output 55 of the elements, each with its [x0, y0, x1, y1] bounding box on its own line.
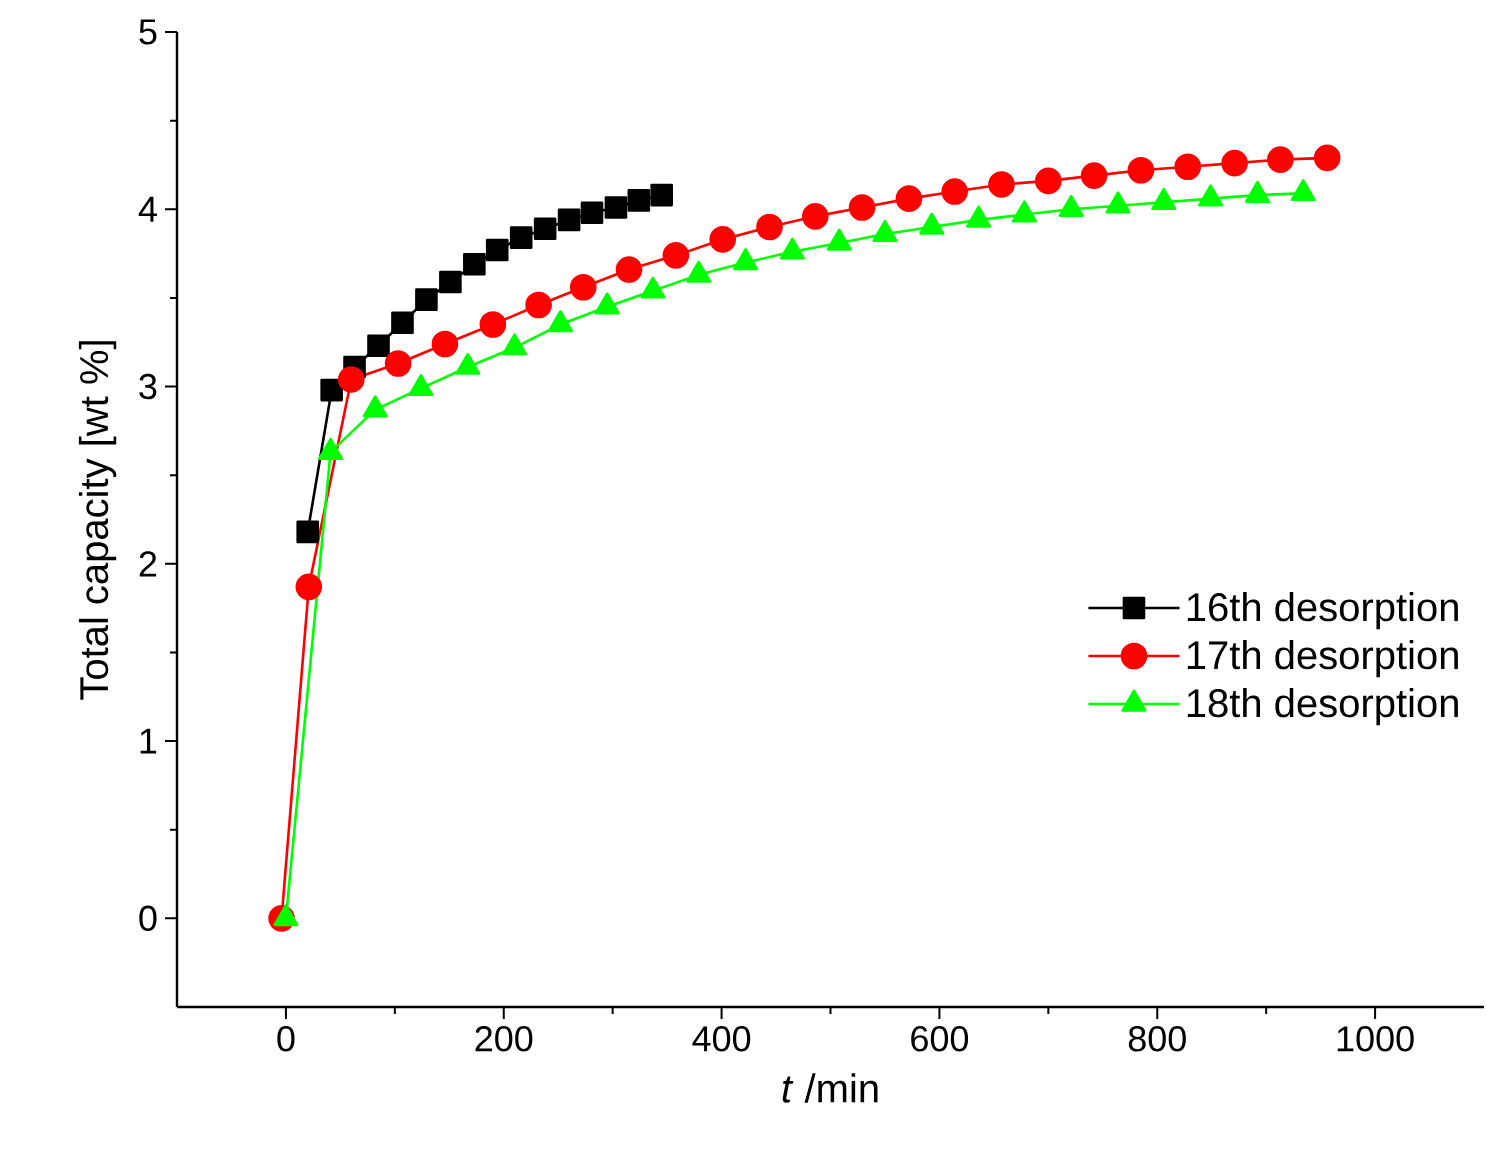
x-tick-label: 0 [277, 1026, 295, 1052]
point [1035, 167, 1062, 195]
point [627, 189, 651, 212]
point [756, 213, 783, 241]
y-tick-label: 3 [139, 373, 157, 400]
x-tick-label: 200 [475, 1026, 533, 1052]
legend-label: 17th desorption [1187, 640, 1458, 678]
point [296, 520, 320, 544]
point [941, 178, 968, 205]
point [525, 291, 552, 319]
point [1080, 162, 1108, 189]
point [569, 273, 597, 301]
point [337, 366, 365, 393]
y-tick-label: 1 [140, 728, 157, 754]
x-axis-title: t /min [782, 1073, 878, 1103]
point [384, 350, 412, 377]
point [988, 171, 1015, 198]
point [415, 288, 438, 311]
x-tick-label: 400 [692, 1026, 751, 1052]
point [295, 573, 323, 601]
point [367, 334, 390, 358]
point [479, 311, 507, 338]
point [1267, 146, 1294, 173]
point [431, 330, 459, 358]
point [848, 194, 876, 221]
y-tick-label: 5 [139, 19, 157, 45]
point [320, 378, 343, 402]
point [650, 183, 673, 207]
y-tick-label: 2 [139, 551, 157, 577]
point [533, 217, 557, 241]
point [1313, 144, 1341, 172]
point [1174, 153, 1202, 181]
point [580, 201, 604, 225]
point [662, 242, 690, 269]
point [615, 256, 643, 283]
point [557, 208, 581, 232]
point [1127, 156, 1155, 184]
point [801, 203, 829, 230]
point [463, 252, 486, 276]
x-tick-label: 800 [1128, 1026, 1186, 1052]
legend-label: 18th desorption [1187, 687, 1458, 726]
legend-label: 16th desorption [1187, 592, 1458, 630]
y-tick-label: 0 [139, 905, 157, 932]
point [391, 311, 414, 335]
point [439, 270, 462, 294]
point [604, 196, 628, 219]
point [895, 185, 923, 212]
x-tick-label: 600 [911, 1026, 969, 1052]
point [509, 226, 533, 249]
x-tick-label: 1000 [1337, 1026, 1414, 1052]
y-tick-label: 4 [138, 196, 157, 222]
y-axis-title: Total capacity [wt %] [78, 341, 117, 700]
point [709, 226, 736, 253]
point [485, 238, 509, 262]
point [1221, 149, 1248, 177]
